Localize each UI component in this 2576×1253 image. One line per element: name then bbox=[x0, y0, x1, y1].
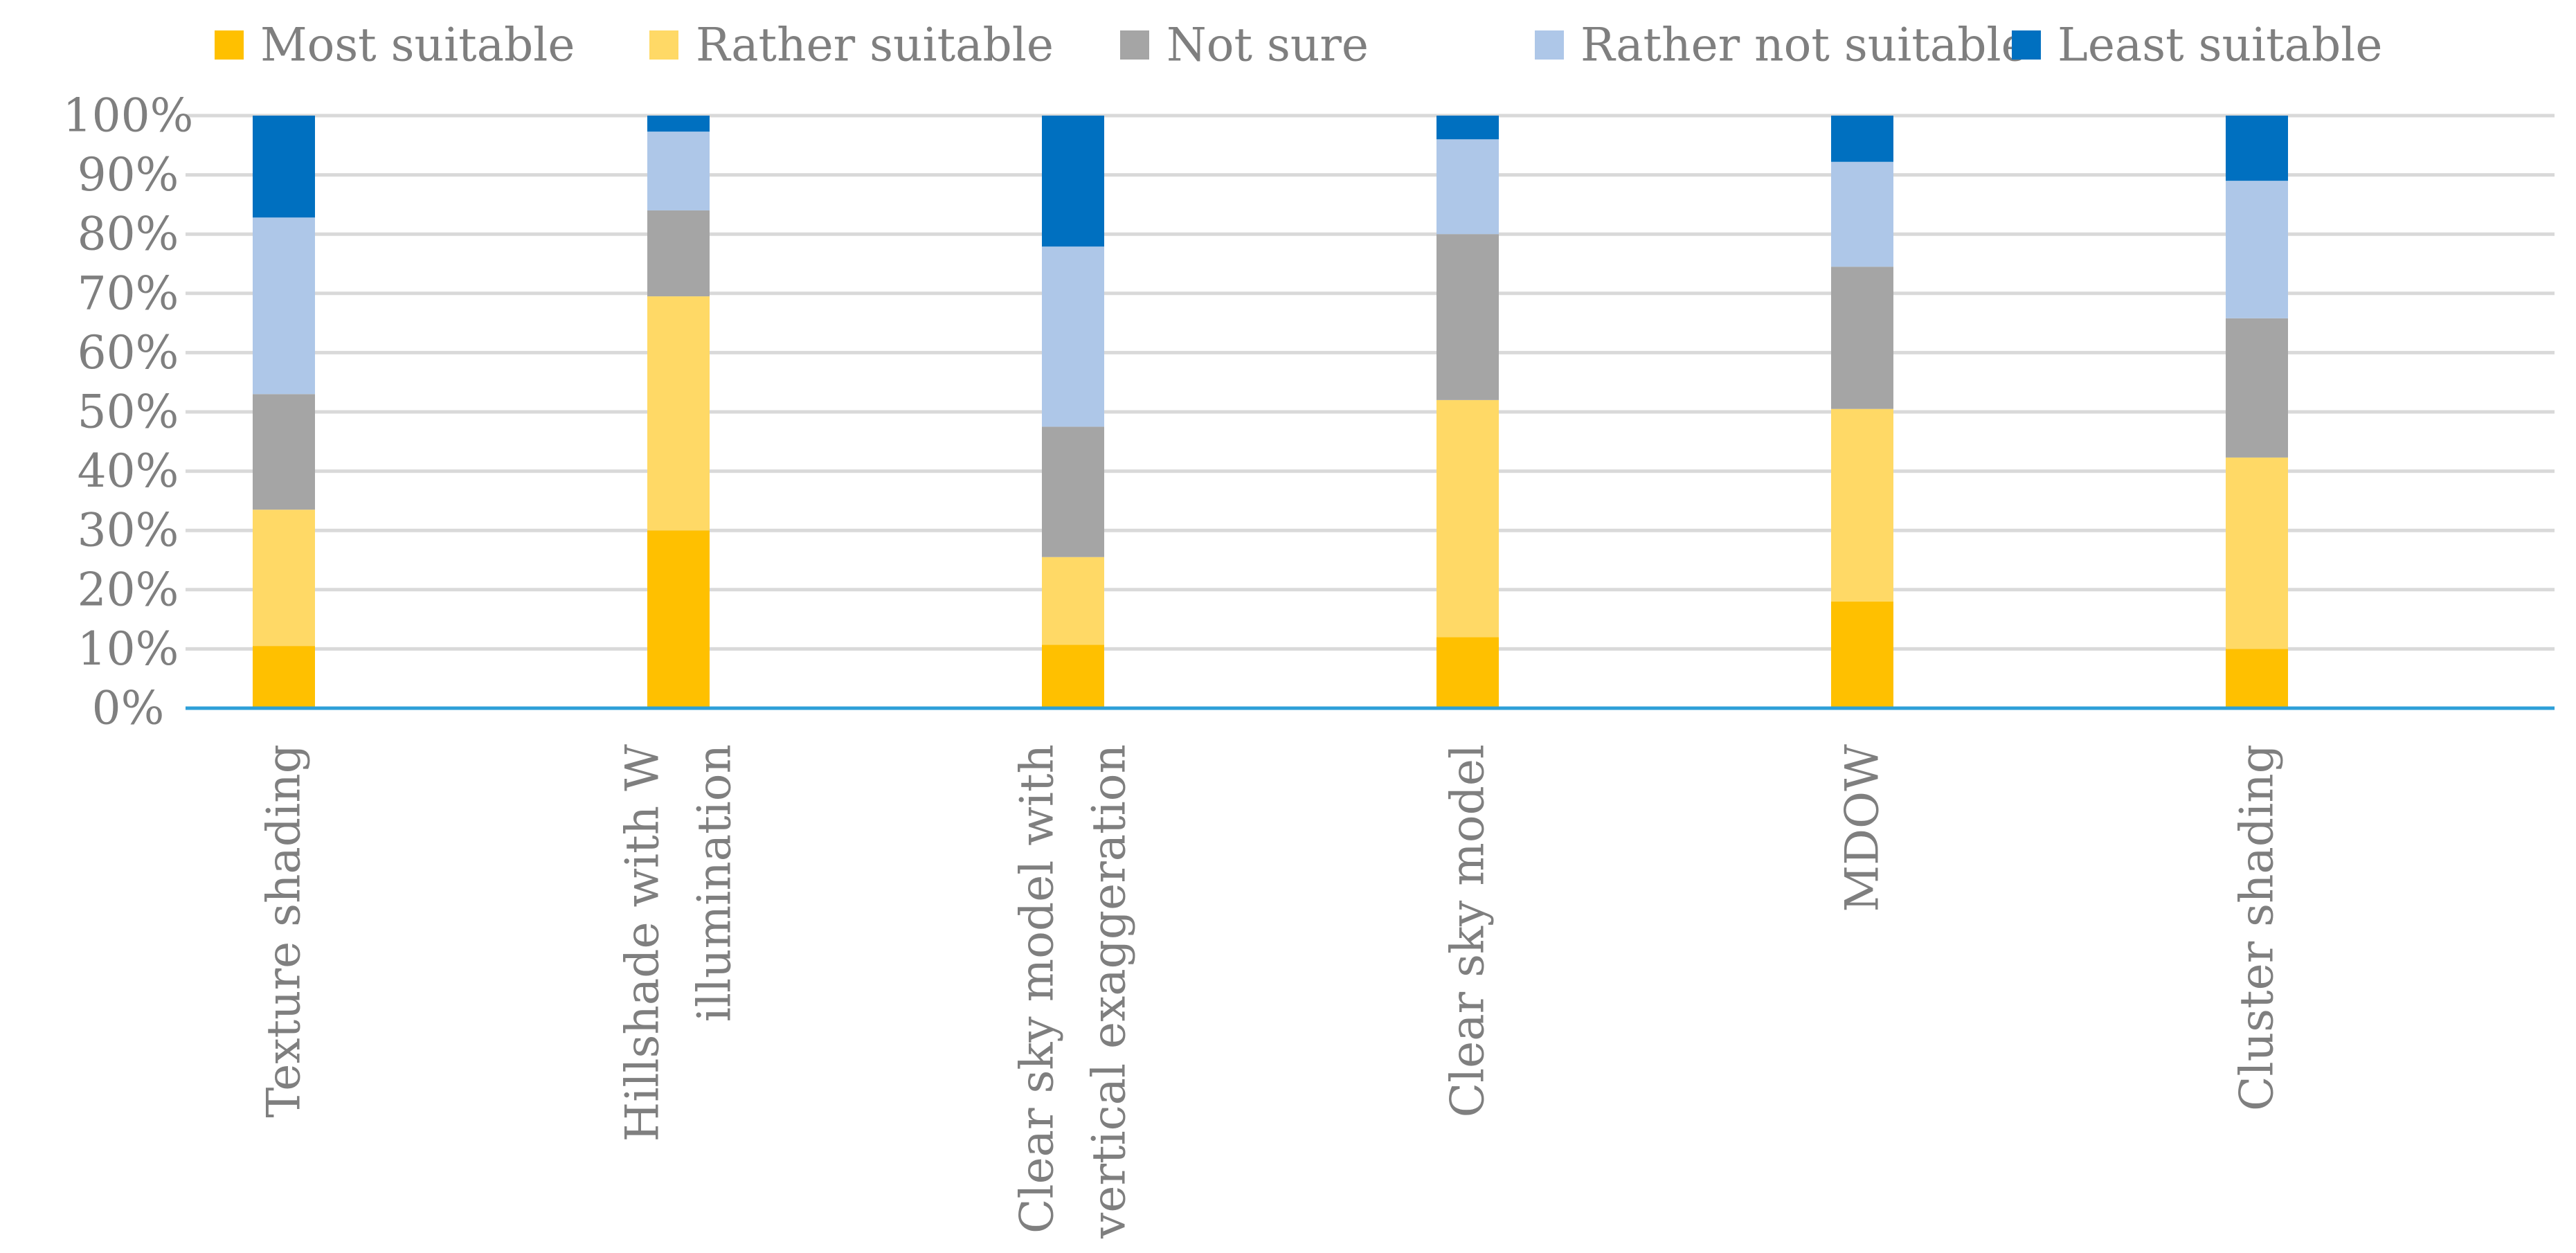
legend-label-least-suitable: Least suitable bbox=[2057, 19, 2382, 72]
x-tick-label-line: Clear sky model with bbox=[1011, 744, 1064, 1234]
legend-label-not-sure: Not sure bbox=[1167, 19, 1369, 72]
y-tick-label-10: 10% bbox=[78, 622, 179, 676]
bar-texture-shading-rather-not-suitable bbox=[253, 217, 315, 395]
y-tick-label-60: 60% bbox=[78, 326, 179, 379]
bar-clear-sky-model-with-vertical-exaggeration-rather-not-suitable bbox=[1042, 246, 1104, 427]
legend-item-not-sure: Not sure bbox=[1120, 19, 1369, 72]
y-tick-label-0: 0% bbox=[92, 682, 165, 735]
x-axis-labels: Texture shading Hillshade with W illuminat… bbox=[258, 744, 2284, 1239]
legend-swatch-rather-not-suitable bbox=[1535, 30, 1564, 60]
bar-texture-shading-not-sure bbox=[253, 394, 315, 510]
x-tick-label-line: Hillshade with W bbox=[616, 744, 669, 1142]
bar-clear-sky-model-with-vertical-exaggeration-least-suitable bbox=[1042, 116, 1104, 247]
y-tick-label-20: 20% bbox=[78, 563, 179, 616]
x-tick-label-cluster-shading: Cluster shading bbox=[2231, 744, 2284, 1111]
bar-clear-sky-model-with-vertical-exaggeration-rather-suitable bbox=[1042, 557, 1104, 645]
bar-hillshade-with-w-illumination-not-sure bbox=[647, 210, 710, 297]
bar-clear-sky-model-with-vertical-exaggeration-not-sure bbox=[1042, 426, 1104, 557]
legend-item-rather-not-suitable: Rather not suitable bbox=[1535, 19, 2028, 72]
legend-item-rather-suitable: Rather suitable bbox=[649, 19, 1054, 72]
x-tick-label-line: Cluster shading bbox=[2231, 744, 2284, 1111]
bar-stack-hillshade-with-w-illumination bbox=[647, 116, 710, 708]
legend-swatch-not-sure bbox=[1120, 30, 1149, 60]
bar-clear-sky-model-least-suitable bbox=[1436, 116, 1499, 140]
bar-texture-shading-rather-suitable bbox=[253, 510, 315, 647]
x-tick-label-mdow: MDOW bbox=[1836, 744, 1889, 912]
bar-stack-clear-sky-model-with-vertical-exaggeration bbox=[1042, 116, 1104, 708]
legend-swatch-most-suitable bbox=[215, 30, 244, 60]
y-tick-label-40: 40% bbox=[78, 444, 179, 498]
legend-swatch-least-suitable bbox=[2012, 30, 2041, 60]
legend-item-most-suitable: Most suitable bbox=[215, 19, 575, 72]
x-tick-label-line: Texture shading bbox=[258, 744, 311, 1118]
x-tick-label-hillshade-with-w-illumination: Hillshade with W illumination bbox=[616, 744, 741, 1142]
bar-texture-shading-most-suitable bbox=[253, 646, 315, 708]
y-tick-label-100: 100% bbox=[63, 89, 194, 143]
bar-stack-clear-sky-model bbox=[1436, 116, 1499, 708]
bar-cluster-shading-least-suitable bbox=[2226, 116, 2288, 181]
bar-hillshade-with-w-illumination-most-suitable bbox=[647, 530, 710, 708]
bar-clear-sky-model-most-suitable bbox=[1436, 637, 1499, 708]
x-tick-label-line: illumination bbox=[688, 744, 741, 1022]
bar-stack-mdow bbox=[1831, 116, 1893, 708]
bar-cluster-shading-rather-not-suitable bbox=[2226, 181, 2288, 318]
bar-mdow-not-sure bbox=[1831, 267, 1893, 409]
bar-mdow-least-suitable bbox=[1831, 116, 1893, 162]
x-tick-label-clear-sky-model: Clear sky model bbox=[1441, 744, 1495, 1117]
legend-item-least-suitable: Least suitable bbox=[2012, 19, 2382, 72]
legend-label-rather-suitable: Rather suitable bbox=[696, 19, 1054, 72]
y-tick-label-30: 30% bbox=[78, 504, 179, 557]
bars bbox=[253, 116, 2288, 708]
bar-mdow-rather-not-suitable bbox=[1831, 161, 1893, 267]
x-tick-label-line: vertical exaggeration bbox=[1083, 744, 1136, 1239]
y-tick-label-50: 50% bbox=[78, 386, 179, 439]
bar-cluster-shading-rather-suitable bbox=[2226, 457, 2288, 649]
bar-hillshade-with-w-illumination-rather-not-suitable bbox=[647, 132, 710, 210]
legend-label-rather-not-suitable: Rather not suitable bbox=[1580, 19, 2028, 72]
x-tick-label-clear-sky-model-with-vertical-exaggeration: Clear sky model with vertical exaggeratio… bbox=[1011, 744, 1136, 1239]
bar-mdow-rather-suitable bbox=[1831, 408, 1893, 602]
bar-texture-shading-least-suitable bbox=[253, 116, 315, 218]
y-tick-label-80: 80% bbox=[78, 208, 179, 261]
legend-swatch-rather-suitable bbox=[649, 30, 678, 60]
bar-stack-texture-shading bbox=[253, 116, 315, 708]
y-axis: 0% 10% 20% 30% 40%50% 60% 70% 80% 90%100% bbox=[63, 89, 194, 735]
legend-label-most-suitable: Most suitable bbox=[260, 19, 575, 72]
bar-clear-sky-model-rather-not-suitable bbox=[1436, 139, 1499, 235]
bar-clear-sky-model-with-vertical-exaggeration-most-suitable bbox=[1042, 644, 1104, 708]
x-tick-label-line: MDOW bbox=[1836, 744, 1889, 912]
bar-mdow-most-suitable bbox=[1831, 601, 1893, 708]
x-tick-label-line: Clear sky model bbox=[1441, 744, 1495, 1117]
y-tick-label-70: 70% bbox=[78, 267, 179, 320]
x-tick-label-texture-shading: Texture shading bbox=[258, 744, 311, 1118]
bar-clear-sky-model-not-sure bbox=[1436, 234, 1499, 400]
bar-cluster-shading-not-sure bbox=[2226, 318, 2288, 458]
legend: Most suitable Rather suitable Not sure Rath… bbox=[215, 19, 2382, 72]
bar-hillshade-with-w-illumination-least-suitable bbox=[647, 116, 710, 132]
bar-clear-sky-model-rather-suitable bbox=[1436, 399, 1499, 638]
bar-stack-cluster-shading bbox=[2226, 116, 2288, 708]
bar-hillshade-with-w-illumination-rather-suitable bbox=[647, 296, 710, 531]
gridlines bbox=[186, 114, 2555, 651]
y-tick-label-90: 90% bbox=[78, 148, 179, 201]
bar-cluster-shading-most-suitable bbox=[2226, 649, 2288, 708]
